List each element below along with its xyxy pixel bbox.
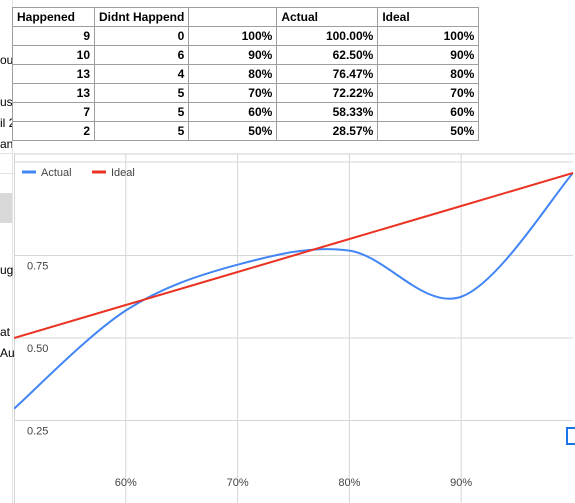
cell-ideal[interactable]: 60% bbox=[377, 102, 480, 122]
cell-ideal[interactable]: 70% bbox=[377, 83, 480, 103]
cell-actual[interactable]: 28.57% bbox=[276, 121, 379, 141]
legend-label-actual: Actual bbox=[41, 167, 72, 179]
cell-percent[interactable]: 60% bbox=[188, 102, 278, 122]
y-tick-label: 0.25 bbox=[27, 426, 48, 438]
cell-actual[interactable]: 76.47% bbox=[276, 64, 379, 84]
cell-percent[interactable]: 80% bbox=[188, 64, 278, 84]
cell-percent[interactable]: 100% bbox=[188, 26, 278, 46]
cell-ideal[interactable]: 50% bbox=[377, 121, 480, 141]
cell-didnt-happend[interactable]: 0 bbox=[93, 26, 190, 46]
cell-fragment[interactable]: ou bbox=[0, 53, 12, 67]
line-chart[interactable]: 60% 70% 80% 90% 0.25 0.50 0.75 Actual Ideal bbox=[14, 154, 573, 503]
series-line-ideal bbox=[14, 172, 573, 339]
table-row: 13 5 70% 72.22% 70% bbox=[12, 83, 480, 103]
cell-actual[interactable]: 62.50% bbox=[276, 45, 379, 65]
cell-ideal[interactable]: 100% bbox=[377, 26, 480, 46]
cell-happened[interactable]: 2 bbox=[12, 121, 95, 141]
cell-percent[interactable]: 90% bbox=[188, 45, 278, 65]
cell-actual[interactable]: 100.00% bbox=[276, 26, 379, 46]
cell-actual[interactable]: 72.22% bbox=[276, 83, 379, 103]
cell-fragment[interactable]: us bbox=[0, 95, 12, 109]
y-tick-label: 0.50 bbox=[27, 343, 48, 355]
selection-handle[interactable] bbox=[566, 427, 575, 445]
cell-happened[interactable]: 13 bbox=[12, 83, 95, 103]
selected-cell-shade bbox=[0, 193, 12, 223]
cell-actual[interactable]: 58.33% bbox=[276, 102, 379, 122]
cell-fragment[interactable]: an bbox=[0, 137, 12, 151]
cell-percent[interactable]: 50% bbox=[188, 121, 278, 141]
cell-fragment[interactable]: Au bbox=[0, 346, 14, 360]
data-table: Happened Didnt Happend Actual Ideal 9 0 … bbox=[12, 7, 480, 141]
cell-didnt-happend[interactable]: 5 bbox=[93, 83, 190, 103]
x-tick-label: 90% bbox=[450, 477, 472, 489]
cell-happened[interactable]: 10 bbox=[12, 45, 95, 65]
column-divider bbox=[12, 0, 13, 503]
cell-fragment[interactable]: ug bbox=[0, 263, 14, 277]
y-tick-label: 0.75 bbox=[27, 261, 48, 273]
x-tick-label: 80% bbox=[338, 477, 360, 489]
table-row: 9 0 100% 100.00% 100% bbox=[12, 26, 480, 46]
cell-happened[interactable]: 9 bbox=[12, 26, 95, 46]
table-row: 7 5 60% 58.33% 60% bbox=[12, 102, 480, 122]
series-line-actual bbox=[14, 172, 573, 410]
header-didnt-happend[interactable]: Didnt Happend bbox=[93, 7, 190, 27]
legend-label-ideal: Ideal bbox=[111, 167, 135, 179]
header-blank[interactable] bbox=[188, 7, 278, 27]
table-row: 10 6 90% 62.50% 90% bbox=[12, 45, 480, 65]
cell-fragment[interactable]: at bbox=[0, 325, 11, 339]
x-tick-label: 70% bbox=[227, 477, 249, 489]
cell-percent[interactable]: 70% bbox=[188, 83, 278, 103]
header-happened[interactable]: Happened bbox=[12, 7, 95, 27]
cell-didnt-happend[interactable]: 4 bbox=[93, 64, 190, 84]
cell-happened[interactable]: 13 bbox=[12, 64, 95, 84]
header-actual[interactable]: Actual bbox=[276, 7, 379, 27]
cell-ideal[interactable]: 80% bbox=[377, 64, 480, 84]
chart-canvas: 60% 70% 80% 90% 0.25 0.50 0.75 Actual Ideal bbox=[14, 154, 573, 503]
header-ideal[interactable]: Ideal bbox=[377, 7, 480, 27]
table-row: 13 4 80% 76.47% 80% bbox=[12, 64, 480, 84]
cell-didnt-happend[interactable]: 5 bbox=[93, 121, 190, 141]
cell-happened[interactable]: 7 bbox=[12, 102, 95, 122]
cell-didnt-happend[interactable]: 6 bbox=[93, 45, 190, 65]
cell-fragment[interactable]: il 2 bbox=[0, 116, 12, 130]
table-header-row: Happened Didnt Happend Actual Ideal bbox=[12, 7, 480, 27]
table-row: 2 5 50% 28.57% 50% bbox=[12, 121, 480, 141]
cell-didnt-happend[interactable]: 5 bbox=[93, 102, 190, 122]
x-tick-label: 60% bbox=[115, 477, 137, 489]
cell-ideal[interactable]: 90% bbox=[377, 45, 480, 65]
